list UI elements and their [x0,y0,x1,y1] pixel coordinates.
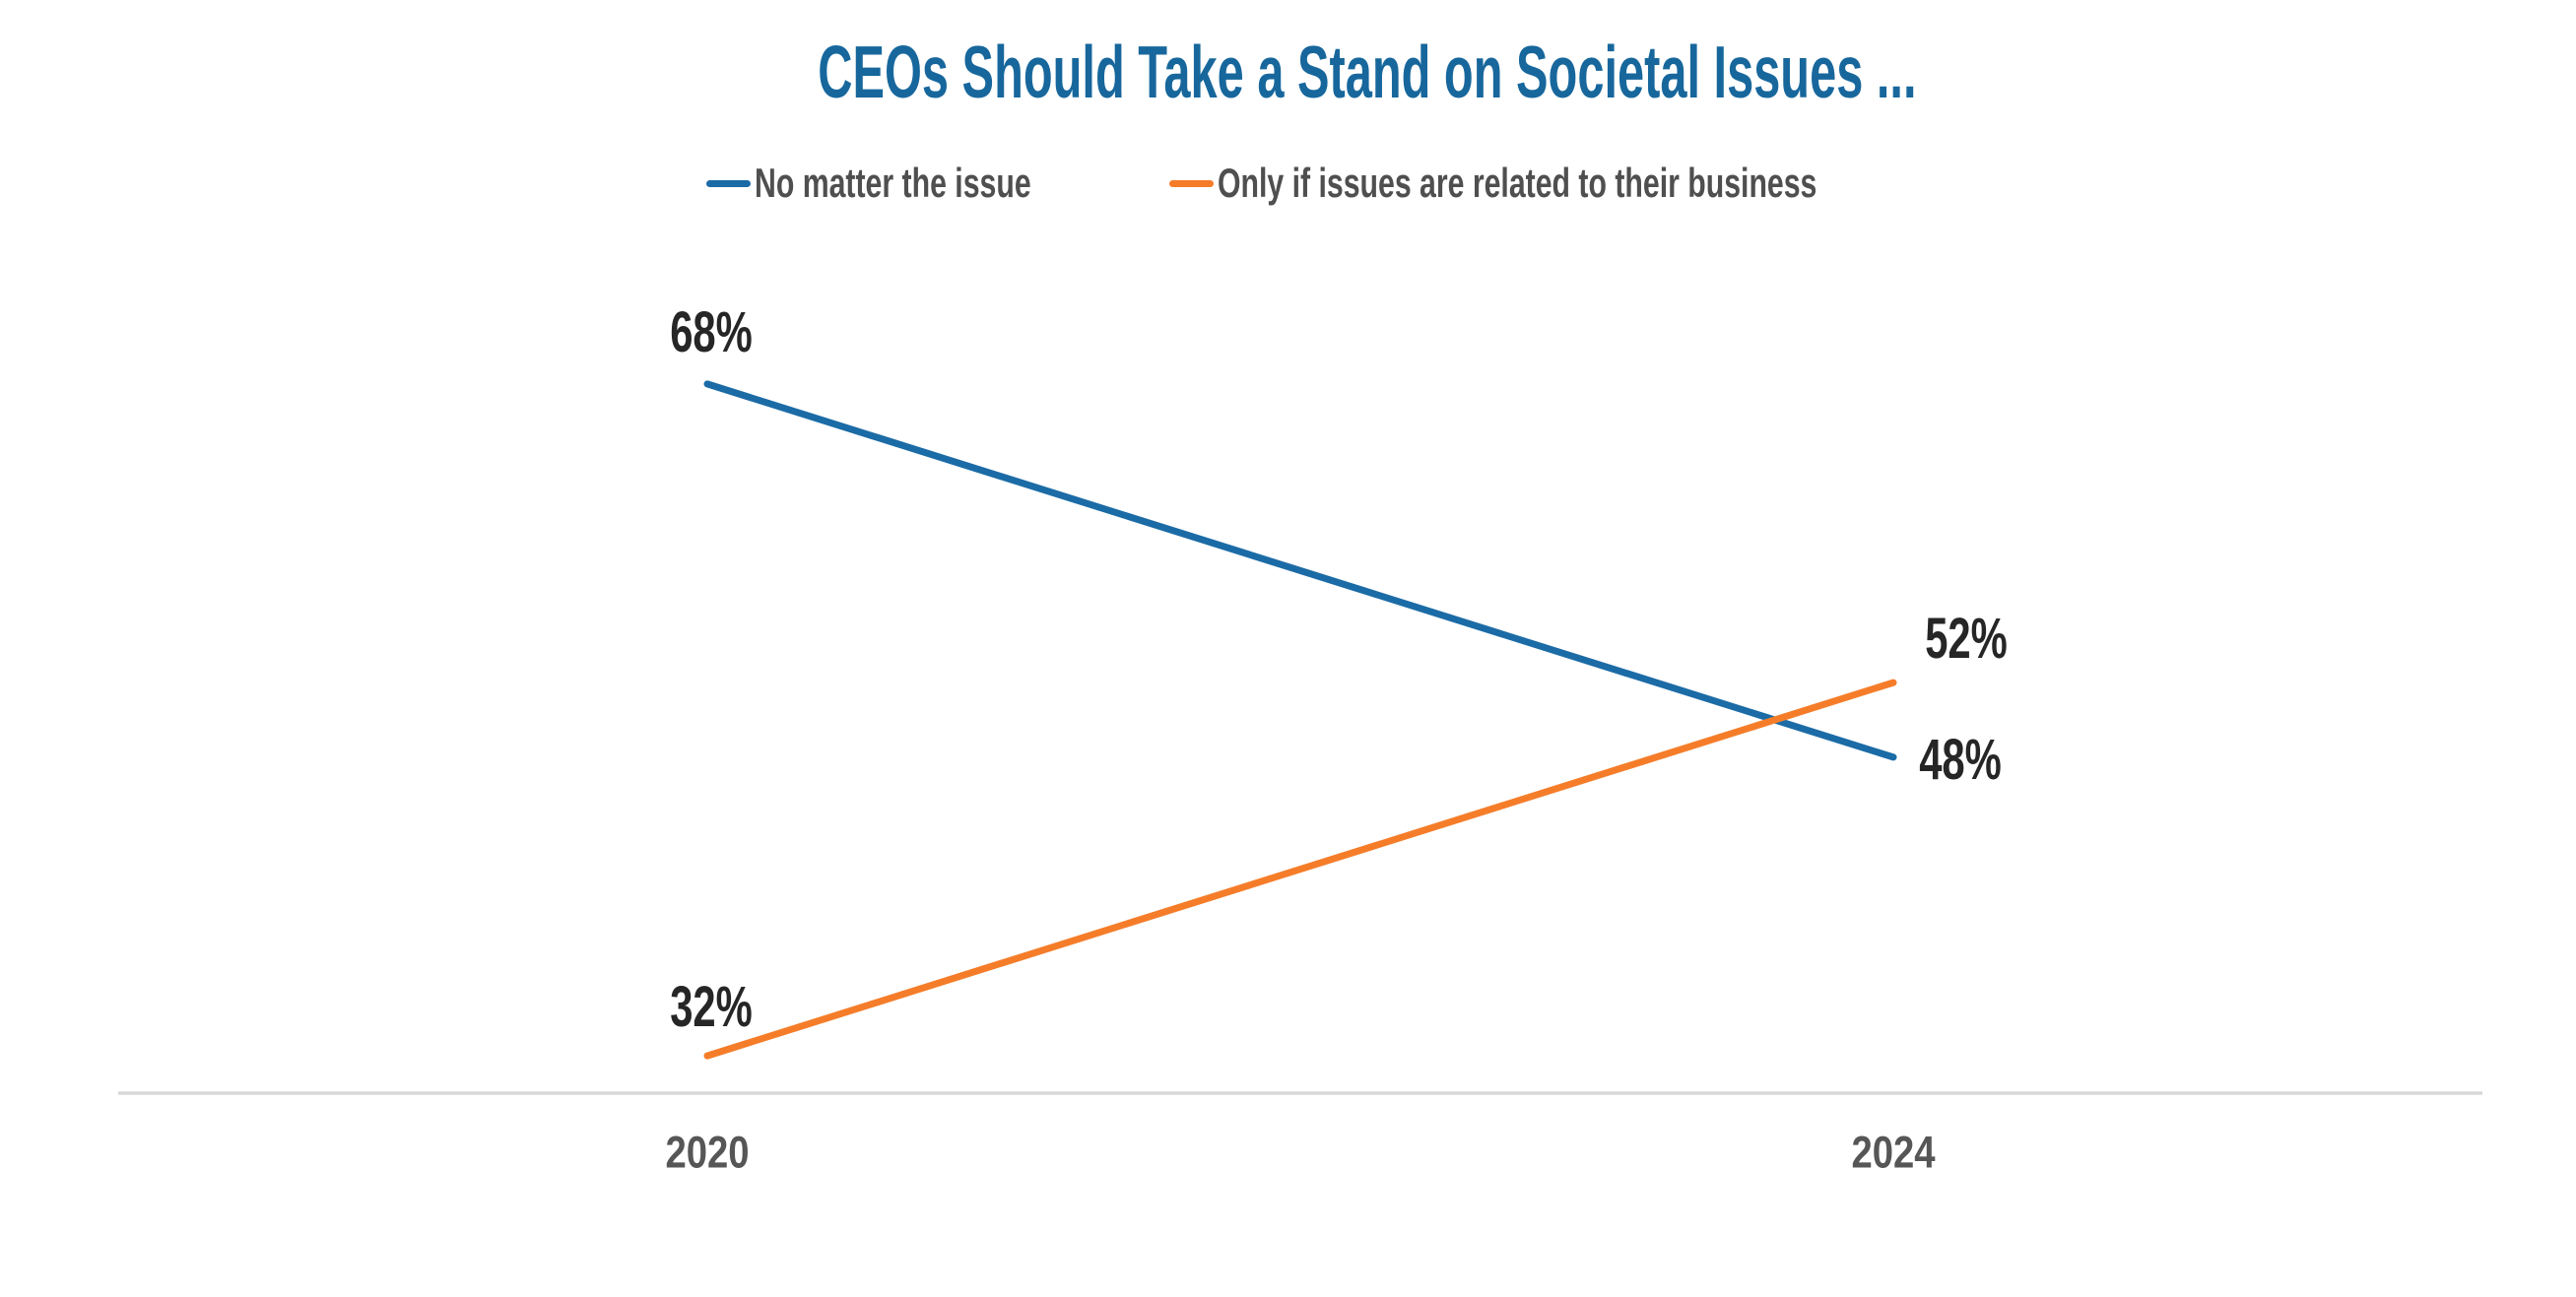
legend-dash-icon [1169,179,1214,187]
point-label-2024-series-0: 48% [1919,727,2002,792]
series-line-1 [703,679,1897,1060]
series-line-0 [703,380,1897,761]
point-label-2024-series-1: 52% [1925,607,2008,672]
legend-item-1: Only if issues are related to their busi… [1169,159,2050,208]
x-tick-2024: 2024 [1851,1127,1936,1178]
title-row: CEOs Should Take a Stand on Societal Iss… [158,35,2576,109]
legend-item-0: No matter the issue [706,159,1139,208]
x-tick-2020: 2020 [665,1127,750,1178]
chart-title: CEOs Should Take a Stand on Societal Iss… [817,31,1917,113]
legend-dash-icon [706,179,751,187]
legend-label: No matter the issue [755,160,1031,206]
point-label-2020-series-0: 68% [670,299,753,364]
legend-label: Only if issues are related to their busi… [1218,160,1817,206]
point-label-2020-series-1: 32% [670,975,753,1040]
